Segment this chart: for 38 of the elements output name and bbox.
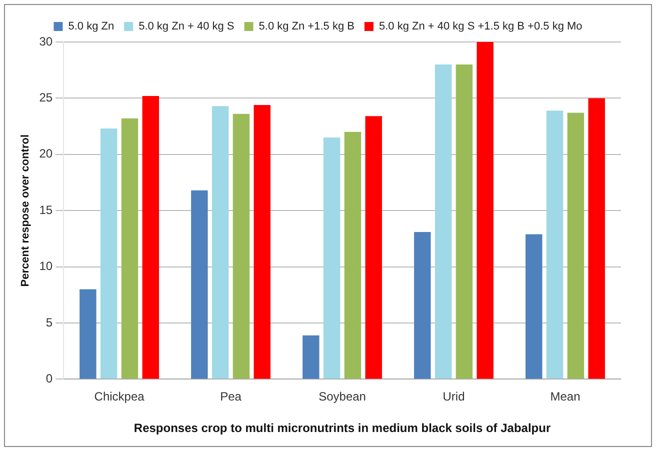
- y-tick-label: 0: [46, 372, 53, 386]
- x-tick-label: Pea: [220, 390, 242, 404]
- bar: [142, 96, 160, 379]
- y-tick-label: 20: [39, 146, 53, 161]
- bar: [100, 128, 118, 379]
- bar: [456, 64, 473, 379]
- bar: [344, 132, 362, 379]
- bar: [191, 190, 208, 379]
- y-tick-label: 30: [39, 34, 53, 48]
- bar: [414, 232, 431, 379]
- bar: [588, 98, 605, 379]
- y-axis-title: Percent respose over control: [20, 134, 32, 287]
- legend-label: 5.0 kg Zn + 40 kg S +1.5 kg B +0.5 kg Mo: [378, 20, 582, 33]
- y-tick-label: 10: [39, 259, 53, 274]
- bar: [526, 234, 542, 379]
- bar: [232, 114, 250, 379]
- bar: [302, 335, 320, 379]
- bar: [254, 104, 270, 379]
- y-tick-label: 15: [39, 202, 53, 217]
- bar: [121, 118, 138, 379]
- bar: [323, 138, 340, 379]
- bar: [212, 106, 229, 379]
- legend-label: 5.0 kg Zn + 40 kg S: [138, 20, 234, 33]
- y-tick-label: 25: [39, 90, 53, 105]
- x-axis-title: Responses crop to multi micronutrints in medium black soils of Jabalpur: [134, 421, 551, 436]
- y-tick-label: 5: [46, 315, 53, 330]
- x-tick-label: Chickpea: [94, 390, 145, 404]
- bar: [476, 42, 494, 379]
- x-tick-label: Mean: [550, 390, 580, 404]
- x-tick-label: Urid: [442, 390, 465, 404]
- legend-label: 5.0 kg Zn +1.5 kg B: [258, 20, 354, 33]
- bar: [546, 110, 564, 379]
- bar: [567, 112, 584, 379]
- x-tick-label: Soybean: [318, 390, 366, 404]
- bar: [80, 289, 96, 379]
- bar: [365, 116, 382, 379]
- legend-label: 5.0 kg Zn: [68, 20, 114, 33]
- bar: [434, 64, 452, 379]
